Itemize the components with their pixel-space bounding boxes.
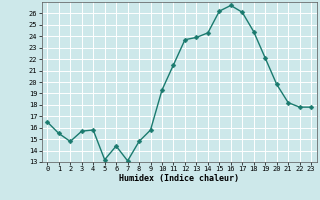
- X-axis label: Humidex (Indice chaleur): Humidex (Indice chaleur): [119, 174, 239, 183]
